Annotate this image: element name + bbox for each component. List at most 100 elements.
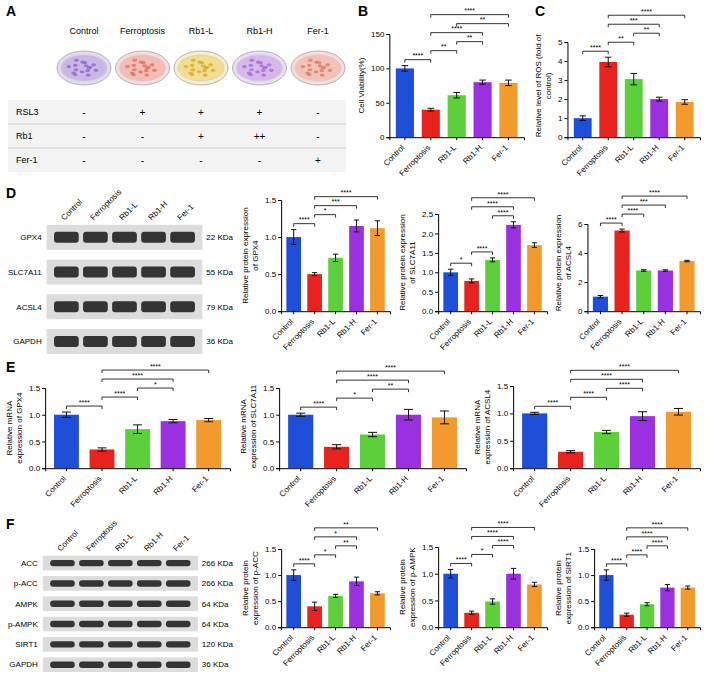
- y-tick-label: 2: [558, 95, 563, 104]
- x-tick-mark: [600, 311, 601, 314]
- western-blot: ControlFerroptosisRb1-LRb1-HFer-1ACC266 …: [8, 519, 234, 672]
- y-tick: 0: [578, 307, 587, 316]
- error-bar: [204, 418, 213, 421]
- x-tick-mark: [293, 627, 294, 630]
- y-axis-line: [564, 43, 568, 138]
- y-tick-label: 100: [371, 64, 385, 73]
- y-tick-mark: [435, 311, 438, 312]
- error-bar-cap: [291, 580, 296, 581]
- sig-label: *: [460, 256, 463, 263]
- x-tick: Rb1-H: [387, 468, 410, 497]
- y-axis-title-line: Cell Viability(%): [357, 57, 366, 113]
- y-axis-title-line: Relative mRNA: [473, 399, 482, 454]
- blot-band: [54, 232, 79, 243]
- x-tick-label: Ferroptosis: [438, 317, 473, 352]
- error-bar-cap: [448, 275, 453, 276]
- y-tick-mark: [278, 200, 281, 201]
- sig-label: ****: [487, 529, 498, 536]
- x-axis-line: [439, 312, 548, 315]
- protein-label: p-AMPK: [8, 620, 38, 629]
- x-tick-mark: [300, 468, 301, 471]
- bar: [636, 271, 651, 312]
- sig-bracket: [583, 51, 608, 54]
- y-axis-title-line: expression of ACSL4: [483, 389, 492, 464]
- blot-band: [112, 267, 137, 278]
- sig-label: ****: [642, 530, 653, 537]
- y-axis: 0.00.51.01.5: [265, 545, 282, 632]
- sig-label: ****: [583, 390, 594, 397]
- dish-cell: [94, 69, 99, 72]
- y-tick: 1.5: [422, 543, 438, 552]
- error-bar-cap: [368, 436, 377, 437]
- sig-label: ****: [299, 216, 310, 223]
- bar-chart: 0.00.51.01.52.02.5ControlFerroptosisRb1-…: [398, 191, 548, 352]
- dish-cell: [191, 59, 196, 62]
- blot-band: [170, 301, 195, 312]
- error-bar: [333, 594, 338, 597]
- error-bar-cap: [312, 602, 317, 603]
- y-tick-label: 0.5: [422, 597, 434, 606]
- bar: [328, 258, 343, 311]
- x-tick: Rb1-L: [472, 627, 494, 655]
- error-bar-cap: [619, 229, 624, 230]
- x-tick-label: Fer-1: [426, 474, 446, 494]
- y-tick-mark: [386, 103, 389, 104]
- error-bar-cap: [619, 231, 624, 232]
- error-bar-cap: [624, 613, 629, 614]
- y-tick-mark: [564, 61, 567, 62]
- y-tick: 0.0: [422, 307, 438, 316]
- bar: [443, 574, 458, 627]
- bar: [640, 604, 654, 627]
- x-tick: Fer-1: [426, 468, 446, 494]
- protein-label: ACSL4: [16, 303, 42, 312]
- sig-label: **: [467, 34, 473, 41]
- y-tick-mark: [584, 311, 587, 312]
- group-label: Ferroptosis: [120, 26, 166, 36]
- x-tick-label: Ferroptosis: [438, 633, 473, 668]
- x-tick-label: Ferroptosis: [281, 633, 316, 668]
- error-bar-cap: [291, 244, 296, 245]
- x-axis-line: [588, 312, 701, 315]
- error-bar-cap: [204, 421, 213, 422]
- y-tick-label: 0.5: [422, 288, 434, 297]
- error-bar-cap: [605, 57, 611, 58]
- sig-bracket: [608, 15, 684, 18]
- x-tick-mark: [404, 137, 405, 140]
- bar: [676, 102, 694, 137]
- protein-label: GPX4: [20, 233, 42, 242]
- x-tick-mark: [622, 311, 623, 314]
- dish-cell: [197, 60, 202, 63]
- plot-marks: [443, 568, 541, 627]
- bar: [558, 452, 583, 468]
- y-axis-title-line: of SLC7A11: [408, 241, 417, 284]
- x-tick: Rb1-L: [436, 137, 458, 165]
- error-bar-cap: [532, 586, 537, 587]
- bar: [527, 245, 542, 311]
- y-tick-mark: [435, 214, 438, 215]
- y-tick-label: 0: [578, 307, 583, 316]
- bar-chart: 0.00.51.01.5ControlFerroptosisRb1-LRb1-H…: [241, 189, 391, 351]
- treatment-sign: +: [198, 107, 204, 118]
- dish-cell: [308, 68, 313, 71]
- x-tick: Rb1-H: [335, 311, 358, 340]
- error-bar-stem: [336, 445, 337, 449]
- x-tick-label: Ferroptosis: [69, 474, 104, 509]
- y-tick-mark: [435, 600, 438, 601]
- dish-cell: [73, 73, 78, 76]
- bar: [324, 447, 349, 468]
- y-tick-mark: [435, 627, 438, 628]
- dish-cell: [248, 64, 253, 67]
- x-tick-mark: [534, 311, 535, 314]
- error-bar-cap: [354, 231, 359, 232]
- sig-label: ****: [477, 245, 488, 252]
- error-bar-cap: [333, 254, 338, 255]
- x-tick-label: Rb1-L: [315, 317, 337, 339]
- error-bar-cap: [133, 433, 142, 434]
- blot-strip: [43, 657, 198, 672]
- x-tick-mark: [471, 311, 472, 314]
- error-bar: [448, 269, 453, 275]
- sig-bracket: [451, 263, 472, 266]
- blot-band: [50, 560, 75, 566]
- x-tick: Ferroptosis: [303, 468, 338, 509]
- y-tick-mark: [591, 601, 594, 602]
